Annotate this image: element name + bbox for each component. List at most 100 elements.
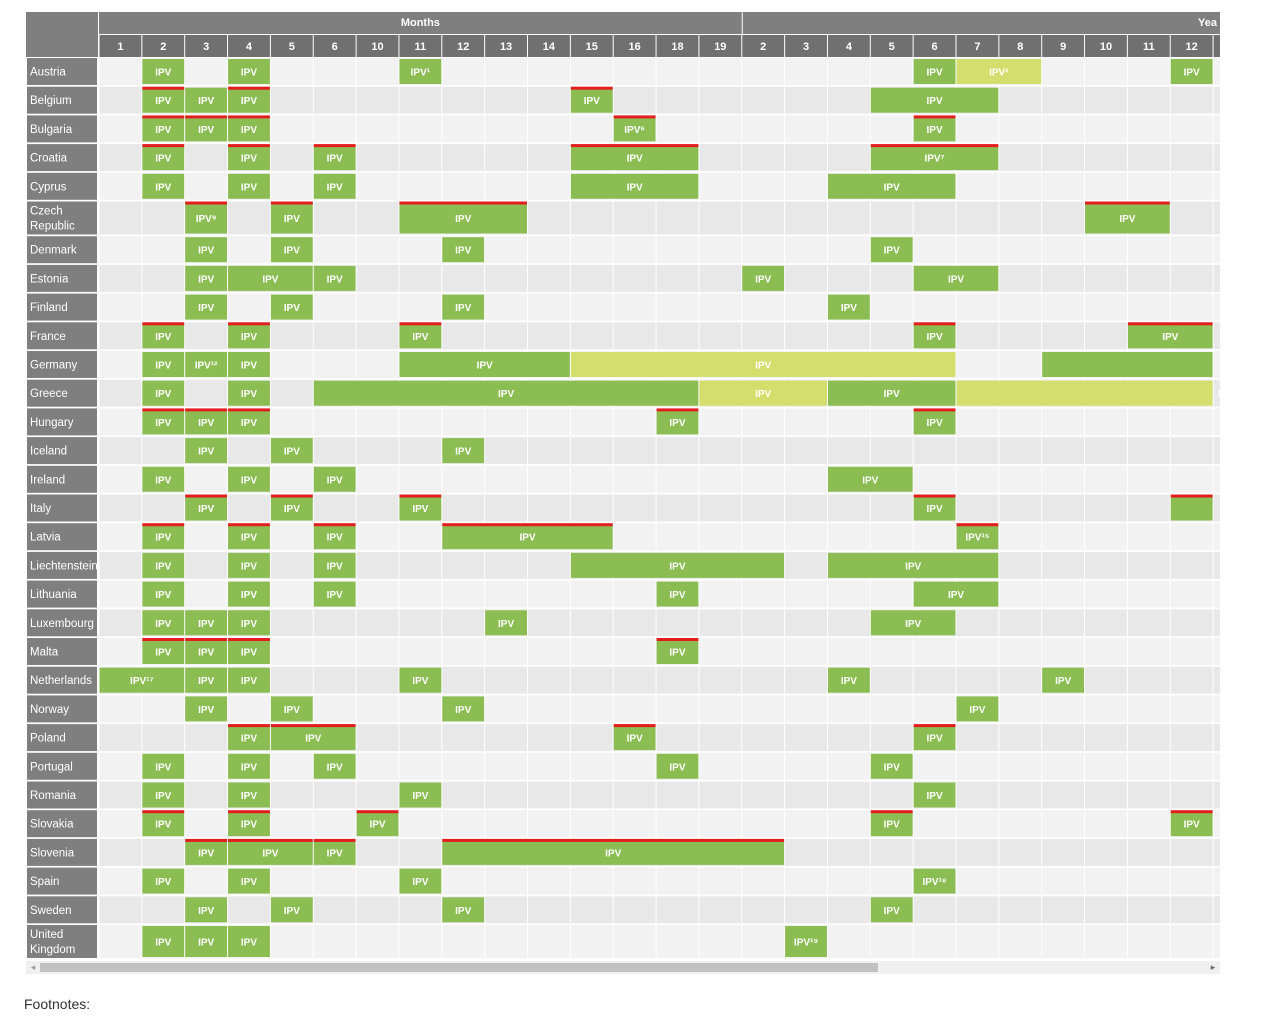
vaccine-dose-bar[interactable] bbox=[956, 380, 1213, 406]
vaccine-dose-bar[interactable] bbox=[185, 116, 228, 142]
vaccine-dose-bar[interactable] bbox=[270, 202, 313, 234]
vaccine-dose-bar[interactable] bbox=[870, 87, 999, 113]
vaccine-dose-bar[interactable] bbox=[99, 667, 185, 693]
vaccine-dose-bar[interactable] bbox=[185, 495, 228, 521]
vaccine-dose-bar[interactable] bbox=[142, 352, 185, 377]
vaccine-dose-bar[interactable] bbox=[142, 926, 185, 957]
vaccine-dose-bar[interactable] bbox=[270, 495, 313, 521]
vaccine-dose-bar[interactable] bbox=[656, 639, 699, 664]
vaccine-dose-bar[interactable] bbox=[228, 639, 270, 664]
vaccine-dose-bar[interactable] bbox=[1085, 202, 1170, 234]
vaccine-dose-bar[interactable] bbox=[1170, 59, 1213, 84]
vaccine-dose-bar[interactable] bbox=[656, 581, 699, 607]
vaccine-dose-bar[interactable] bbox=[228, 811, 270, 837]
vaccine-dose-bar[interactable] bbox=[142, 552, 185, 578]
vaccine-dose-bar[interactable] bbox=[356, 811, 399, 837]
vaccine-dose-bar[interactable] bbox=[570, 173, 699, 199]
vaccine-dose-bar[interactable] bbox=[228, 581, 270, 607]
vaccine-dose-bar[interactable] bbox=[1170, 811, 1213, 837]
vaccine-dose-bar[interactable] bbox=[570, 552, 785, 578]
vaccine-dose-bar[interactable] bbox=[313, 265, 356, 291]
vaccine-dose-bar[interactable] bbox=[228, 667, 270, 693]
vaccine-dose-bar[interactable] bbox=[313, 524, 356, 550]
vaccine-dose-bar[interactable] bbox=[442, 839, 785, 865]
vaccine-dose-bar[interactable] bbox=[142, 59, 185, 84]
vaccine-dose-bar[interactable] bbox=[399, 782, 442, 808]
horizontal-scrollbar[interactable]: ◂ ▸ bbox=[26, 961, 1220, 974]
vaccine-dose-bar[interactable] bbox=[442, 438, 485, 464]
vaccine-dose-bar[interactable] bbox=[699, 380, 827, 406]
vaccine-dose-bar[interactable] bbox=[313, 581, 356, 607]
vaccine-dose-bar[interactable] bbox=[656, 753, 699, 779]
vaccine-dose-bar[interactable] bbox=[228, 839, 313, 865]
vaccine-dose-bar[interactable] bbox=[228, 265, 313, 291]
vaccine-dose-bar[interactable] bbox=[228, 926, 270, 957]
vaccine-dose-bar[interactable] bbox=[142, 87, 185, 113]
vaccine-dose-bar[interactable] bbox=[399, 495, 442, 521]
vaccine-dose-bar[interactable] bbox=[913, 265, 999, 291]
vaccine-dose-bar[interactable] bbox=[142, 639, 185, 664]
scroll-right-arrow-icon[interactable]: ▸ bbox=[1210, 962, 1216, 972]
vaccine-dose-bar[interactable] bbox=[913, 409, 956, 435]
vaccine-dose-bar[interactable] bbox=[142, 581, 185, 607]
vaccine-dose-bar[interactable] bbox=[913, 495, 956, 521]
vaccine-dose-bar[interactable] bbox=[785, 926, 827, 957]
vaccine-dose-bar[interactable] bbox=[228, 352, 270, 377]
vaccine-dose-bar[interactable] bbox=[185, 897, 228, 923]
vaccine-dose-bar[interactable] bbox=[185, 87, 228, 113]
vaccine-dose-bar[interactable] bbox=[956, 696, 999, 722]
vaccine-dose-bar[interactable] bbox=[570, 87, 613, 113]
vaccine-dose-bar[interactable] bbox=[142, 173, 185, 199]
vaccine-dose-bar[interactable] bbox=[142, 466, 185, 492]
vaccine-dose-bar[interactable] bbox=[313, 753, 356, 779]
vaccine-dose-bar[interactable] bbox=[228, 87, 270, 113]
vaccine-dose-bar[interactable] bbox=[1042, 667, 1085, 693]
vaccine-dose-bar[interactable] bbox=[913, 725, 956, 751]
vaccine-dose-bar[interactable] bbox=[228, 116, 270, 142]
vaccine-dose-bar[interactable] bbox=[228, 466, 270, 492]
vaccine-dose-bar[interactable] bbox=[142, 782, 185, 808]
vaccine-dose-bar[interactable] bbox=[185, 839, 228, 865]
vaccine-dose-bar[interactable] bbox=[1170, 495, 1213, 521]
vaccine-dose-bar[interactable] bbox=[142, 116, 185, 142]
scrollbar-thumb[interactable] bbox=[40, 963, 878, 972]
vaccine-dose-bar[interactable] bbox=[827, 552, 999, 578]
vaccine-dose-bar[interactable] bbox=[399, 59, 442, 84]
vaccine-dose-bar[interactable] bbox=[270, 725, 356, 751]
vaccine-dose-bar[interactable] bbox=[142, 323, 185, 349]
vaccine-dose-bar[interactable] bbox=[913, 116, 956, 142]
vaccine-dose-bar[interactable] bbox=[613, 725, 656, 751]
vaccine-dose-bar[interactable] bbox=[185, 202, 228, 234]
vaccine-dose-bar[interactable] bbox=[913, 581, 999, 607]
vaccine-dose-bar[interactable] bbox=[399, 868, 442, 894]
vaccine-dose-bar[interactable] bbox=[270, 237, 313, 263]
vaccine-dose-bar[interactable] bbox=[442, 237, 485, 263]
vaccine-dose-bar[interactable] bbox=[228, 782, 270, 808]
vaccine-dose-bar[interactable] bbox=[827, 294, 870, 320]
vaccine-dose-bar[interactable] bbox=[142, 868, 185, 894]
vaccine-dose-bar[interactable] bbox=[185, 265, 228, 291]
vaccine-dose-bar[interactable] bbox=[399, 667, 442, 693]
vaccine-dose-bar[interactable] bbox=[185, 438, 228, 464]
scroll-left-arrow-icon[interactable]: ◂ bbox=[30, 962, 36, 972]
vaccine-dose-bar[interactable] bbox=[228, 552, 270, 578]
vaccine-dose-bar[interactable] bbox=[870, 811, 913, 837]
vaccine-dose-bar[interactable] bbox=[956, 524, 999, 550]
vaccine-dose-bar[interactable] bbox=[228, 380, 270, 406]
vaccine-dose-bar[interactable] bbox=[827, 173, 956, 199]
vaccine-dose-bar[interactable] bbox=[570, 145, 699, 171]
vaccine-dose-bar[interactable] bbox=[142, 610, 185, 636]
vaccine-dose-bar[interactable] bbox=[485, 610, 527, 636]
vaccine-dose-bar[interactable] bbox=[399, 352, 570, 377]
vaccine-dose-bar[interactable] bbox=[870, 145, 999, 171]
vaccine-dose-bar[interactable] bbox=[185, 667, 228, 693]
vaccine-dose-bar[interactable] bbox=[827, 380, 956, 406]
vaccine-dose-bar[interactable] bbox=[313, 552, 356, 578]
vaccine-dose-bar[interactable] bbox=[870, 237, 913, 263]
vaccine-dose-bar[interactable] bbox=[228, 173, 270, 199]
vaccine-dose-bar[interactable] bbox=[185, 409, 228, 435]
vaccine-dose-bar[interactable] bbox=[656, 409, 699, 435]
vaccine-dose-bar[interactable] bbox=[185, 294, 228, 320]
vaccine-dose-bar[interactable] bbox=[270, 897, 313, 923]
vaccine-dose-bar[interactable] bbox=[142, 380, 185, 406]
